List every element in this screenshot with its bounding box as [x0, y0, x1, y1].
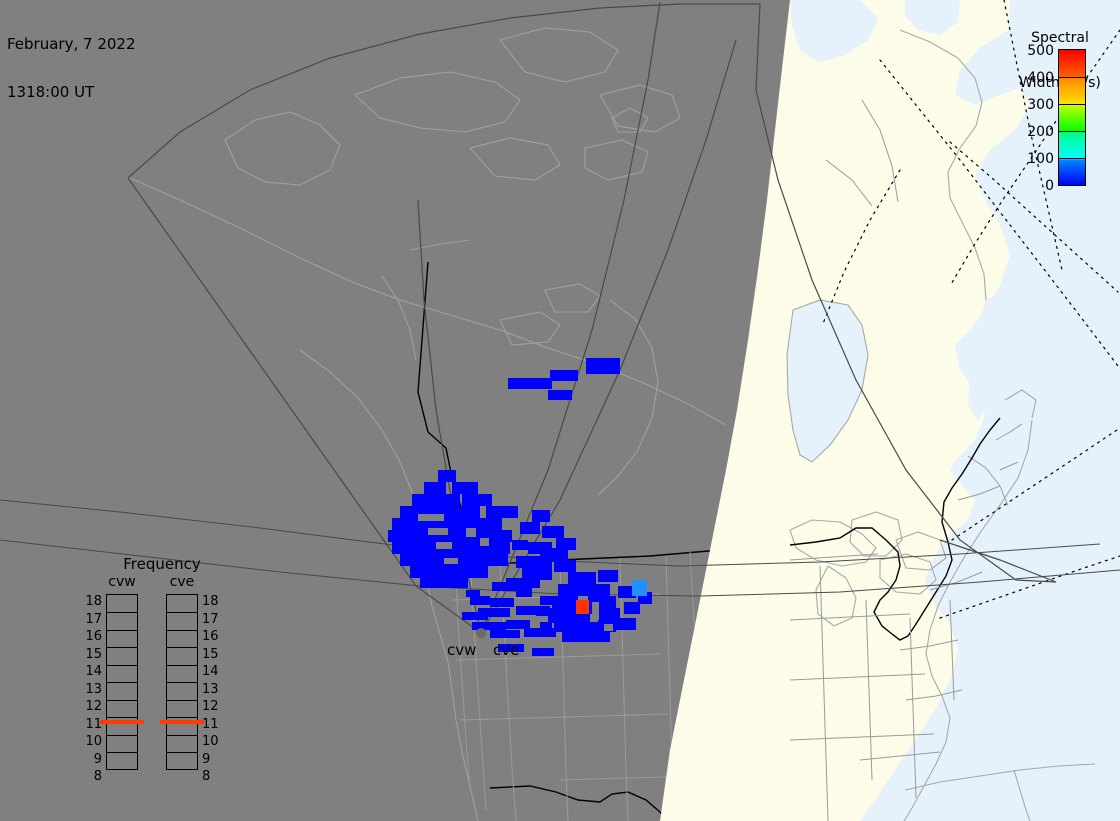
- colorbar-tick-0: 0: [1045, 178, 1054, 194]
- frequency-bar-tick: [167, 630, 197, 631]
- frequency-tick-left-17: 17: [85, 612, 102, 627]
- frequency-tick-right-17: 17: [202, 612, 219, 627]
- colorbar-tick-200: 200: [1027, 124, 1054, 140]
- frequency-tick-left-12: 12: [85, 699, 102, 714]
- day-admin-boundaries: [789, 99, 1023, 821]
- frequency-tick-right-13: 13: [202, 682, 219, 697]
- timestamp-block: February, 7 2022 1318:00 UT: [7, 4, 136, 132]
- day-national-borders: [789, 417, 1001, 641]
- frequency-bar-tick: [107, 647, 137, 648]
- colorbar-tick-300: 300: [1027, 97, 1054, 113]
- frequency-bar-tick: [167, 735, 197, 736]
- frequency-tick-right-12: 12: [202, 699, 219, 714]
- frequency-tick-left-15: 15: [85, 647, 102, 662]
- colorbar-divider: [1059, 104, 1085, 105]
- echo-group-west: [388, 470, 518, 588]
- timestamp-time: 1318:00 UT: [7, 83, 95, 101]
- colorbar-tick-400: 400: [1027, 70, 1054, 86]
- frequency-bar-tick: [107, 717, 137, 718]
- frequency-bar-tick: [167, 717, 197, 718]
- night-geography-group: [129, 27, 790, 821]
- frequency-tick-left-13: 13: [85, 682, 102, 697]
- frequency-tick-right-18: 18: [202, 594, 219, 609]
- radar-echo-cells: [388, 358, 652, 656]
- frequency-tick-right-11: 11: [202, 717, 219, 732]
- frequency-bar-tick: [107, 682, 137, 683]
- frequency-bar-tick: [107, 700, 137, 701]
- day-water-hudson-bay: [787, 300, 868, 462]
- colorbar-divider: [1059, 77, 1085, 78]
- geomagnetic-gridlines: [821, 0, 1120, 619]
- radar-site-marker: [476, 628, 486, 638]
- day-coastlines: [786, 29, 1096, 821]
- frequency-tick-right-14: 14: [202, 664, 219, 679]
- frequency-title: Frequency: [123, 555, 201, 573]
- echo-group-east: [536, 570, 652, 642]
- frequency-column-label-cve: cve: [169, 574, 195, 590]
- frequency-tick-left-9: 9: [93, 752, 102, 767]
- timestamp-date: February, 7 2022: [7, 35, 136, 53]
- frequency-tick-right-16: 16: [202, 629, 219, 644]
- frequency-tick-right-8: 8: [202, 769, 211, 784]
- frequency-bar-tick: [167, 700, 197, 701]
- frequency-bar-tick: [107, 665, 137, 666]
- frequency-bar-tick: [107, 735, 137, 736]
- frequency-tick-left-18: 18: [85, 594, 102, 609]
- day-water-north-strait: [790, 0, 878, 62]
- frequency-tick-left-11: 11: [85, 717, 102, 732]
- day-water-gulf-st-lawrence: [968, 290, 1025, 420]
- frequency-tick-left-8: 8: [93, 769, 102, 784]
- colorbar-title-line1: Spectral: [1031, 30, 1089, 46]
- frequency-column-label-cvw: cvw: [108, 574, 136, 590]
- frequency-tick-right-15: 15: [202, 647, 219, 662]
- day-geography-group: [786, 29, 1096, 821]
- colorbar-divider: [1059, 131, 1085, 132]
- frequency-bar-cvw: [106, 594, 138, 770]
- frequency-tick-left-14: 14: [85, 664, 102, 679]
- colorbar-gradient: [1058, 49, 1086, 186]
- frequency-bar-tick: [167, 752, 197, 753]
- frequency-marker-cvw: [100, 720, 144, 724]
- frequency-legend: Frequency cvw cve: [85, 555, 238, 816]
- frequency-tick-left-10: 10: [85, 734, 102, 749]
- colorbar-tick-100: 100: [1027, 151, 1054, 167]
- frequency-bar-tick: [167, 647, 197, 648]
- colorbar-divider: [1059, 158, 1085, 159]
- colorbar-tick-500: 500: [1027, 43, 1054, 59]
- spectral-width-colorbar: Spectral Width (m/s) 500 400 300 200 100…: [1000, 0, 1120, 200]
- site-label-cvw: cvw: [447, 641, 477, 659]
- frequency-bar-cve: [166, 594, 198, 770]
- echo-group-bridge: [512, 510, 576, 550]
- frequency-tick-left-16: 16: [85, 629, 102, 644]
- echo-cell-mid-cyan: [632, 580, 647, 596]
- frequency-bar-tick: [167, 665, 197, 666]
- day-landmass-group: [640, 0, 1120, 821]
- frequency-bar-tick: [107, 630, 137, 631]
- site-label-cve: cve: [493, 641, 520, 659]
- radar-fov-boundary: [127, 1, 1057, 634]
- frequency-marker-cve: [160, 720, 204, 724]
- frequency-bar-tick: [167, 682, 197, 683]
- day-water-gulf-of-mexico: [905, 762, 1120, 821]
- echo-cell-high-red: [576, 600, 589, 614]
- frequency-bar-tick: [107, 612, 137, 613]
- frequency-tick-right-10: 10: [202, 734, 219, 749]
- echo-group-central: [462, 542, 576, 656]
- frequency-tick-right-9: 9: [202, 752, 211, 767]
- frequency-bar-tick: [107, 752, 137, 753]
- frequency-bar-tick: [167, 612, 197, 613]
- day-water-inlet-ne: [905, 0, 960, 35]
- echo-group-north: [508, 358, 620, 400]
